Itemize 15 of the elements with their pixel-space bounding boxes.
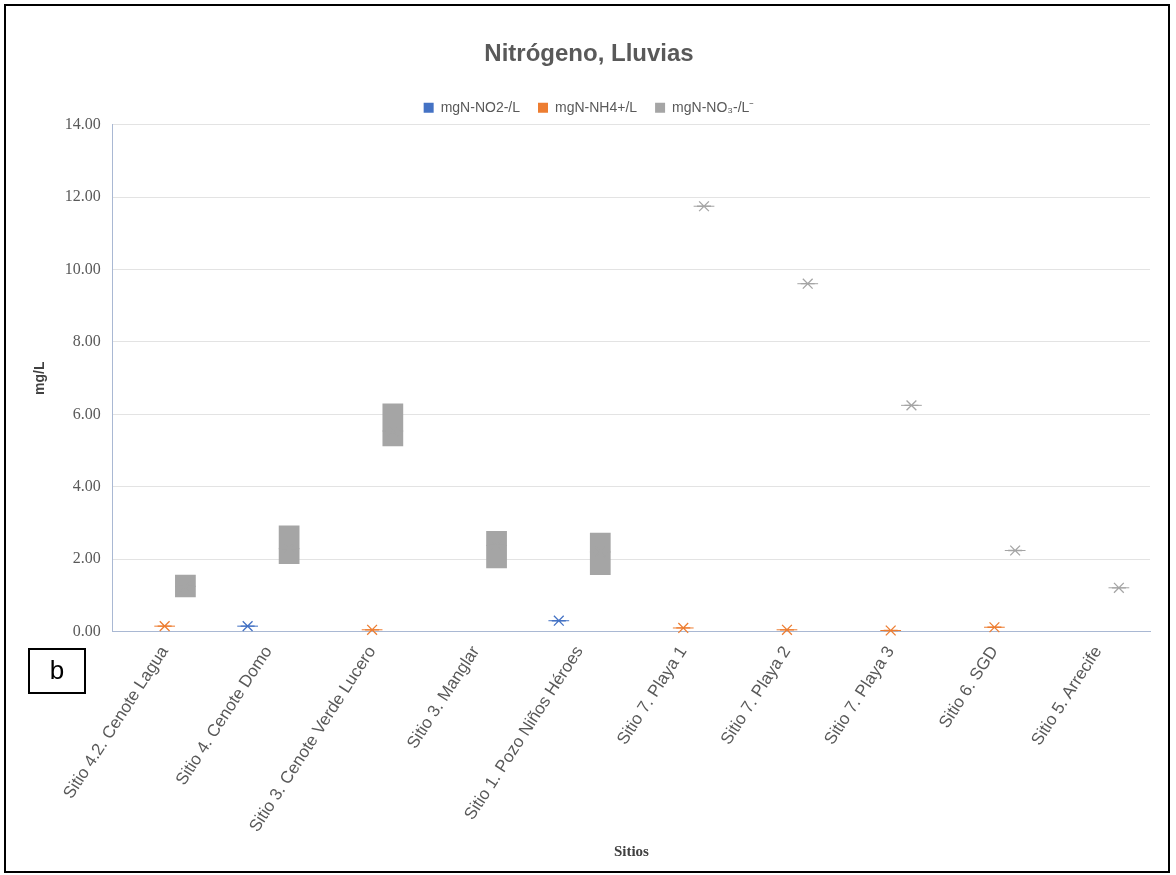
y-tick-label: 14.00 [64,115,101,132]
x-axis-title: Sitios [613,842,650,859]
chart-title: Nitrógeno, Lluvias [484,39,694,67]
legend-label: mgN-NO2-/L [440,98,521,115]
y-tick-label: 4.00 [72,477,101,494]
y-tick-label: 6.00 [72,404,101,422]
y-tick-label: 12.00 [64,187,101,205]
y-tick-label: 2.00 [72,549,101,567]
legend-label: mgN-NH4+/L [555,98,638,115]
y-tick-label: 0.00 [72,621,101,639]
text: b [28,647,86,694]
y-tick-label: 8.00 [72,332,101,350]
y-tick-label: 10.00 [64,259,101,277]
y-axis-title: mg/L [31,361,48,395]
legend-label: mgN-NO₃-/L⁻ [672,98,755,115]
